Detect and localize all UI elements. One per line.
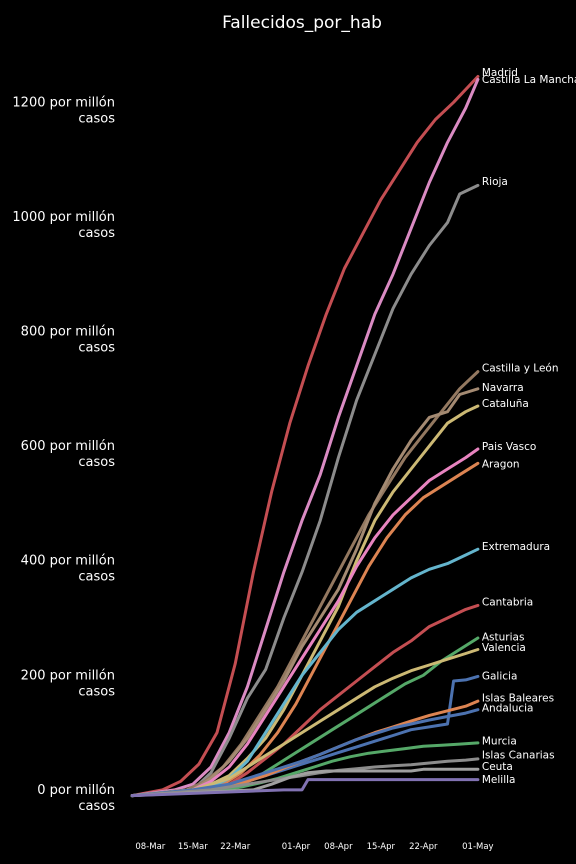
series-end-label: Cantabria bbox=[482, 596, 533, 608]
series-line-valencia bbox=[130, 648, 480, 798]
series-line-melilla bbox=[130, 778, 480, 798]
series-end-label: Cataluña bbox=[482, 398, 529, 410]
x-tick-label: 01-Apr bbox=[282, 842, 311, 852]
y-tick-label: 600 por millón casos bbox=[21, 439, 116, 470]
x-tick-label: 08-Apr bbox=[324, 842, 353, 852]
series-end-label: Aragon bbox=[482, 458, 520, 470]
series-line-navarra bbox=[130, 387, 480, 798]
y-tick-label: 1000 por millón casos bbox=[12, 210, 115, 241]
series-line-rioja bbox=[130, 183, 480, 798]
series-end-label: Rioja bbox=[482, 176, 508, 188]
series-end-label: Ceuta bbox=[482, 761, 513, 773]
y-tick-label: 800 por millón casos bbox=[21, 324, 116, 355]
series-line-catalu-a bbox=[130, 404, 480, 798]
series-end-label: Galicia bbox=[482, 670, 518, 682]
y-tick-label: 0 por millón casos bbox=[37, 783, 115, 814]
y-tick-label: 1200 por millón casos bbox=[12, 95, 115, 126]
series-end-label: Pais Vasco bbox=[482, 441, 537, 453]
series-end-label: Islas Canarias bbox=[482, 749, 555, 761]
series-end-label: Melilla bbox=[482, 774, 516, 786]
y-tick-label: 200 por millón casos bbox=[21, 668, 116, 699]
series-line-madrid bbox=[130, 75, 480, 798]
series-end-label: Valencia bbox=[482, 642, 526, 654]
series-lines bbox=[130, 75, 480, 798]
series-end-label: Navarra bbox=[482, 382, 524, 394]
series-line-andalucia bbox=[130, 708, 480, 798]
y-axis: 0 por millón casos 200 por millón casos 400 … bbox=[12, 95, 115, 814]
series-end-label: Asturias bbox=[482, 631, 525, 643]
x-axis: 08-Mar 15-Mar 22-Mar 01-Apr 08-Apr 15-Apr 22-A… bbox=[135, 842, 493, 852]
series-end-label: Andalucia bbox=[482, 702, 534, 714]
x-tick-label: 22-Apr bbox=[409, 842, 438, 852]
series-end-label: Castilla y León bbox=[482, 363, 559, 375]
series-line-pais-vasco bbox=[130, 447, 480, 798]
series-line-ceuta bbox=[130, 767, 480, 798]
x-tick-label: 15-Apr bbox=[367, 842, 396, 852]
series-end-label: Islas Baleares bbox=[482, 693, 554, 705]
x-tick-label: 08-Mar bbox=[135, 842, 165, 852]
x-tick-label: 15-Mar bbox=[178, 842, 208, 852]
series-line-cantabria bbox=[130, 603, 480, 798]
y-tick-label: 400 por millón casos bbox=[21, 554, 116, 585]
x-tick-label: 01-May bbox=[462, 842, 493, 852]
series-line-castilla-la-mancha bbox=[130, 77, 480, 798]
series-end-label: Murcia bbox=[482, 736, 517, 748]
series-end-label: Castilla La Mancha bbox=[482, 74, 576, 86]
series-end-label: Extremadura bbox=[482, 541, 550, 553]
series-end-label: Madrid bbox=[482, 67, 518, 79]
chart-title: Fallecidos_por_hab bbox=[222, 13, 382, 33]
x-tick-label: 22-Mar bbox=[220, 842, 250, 852]
